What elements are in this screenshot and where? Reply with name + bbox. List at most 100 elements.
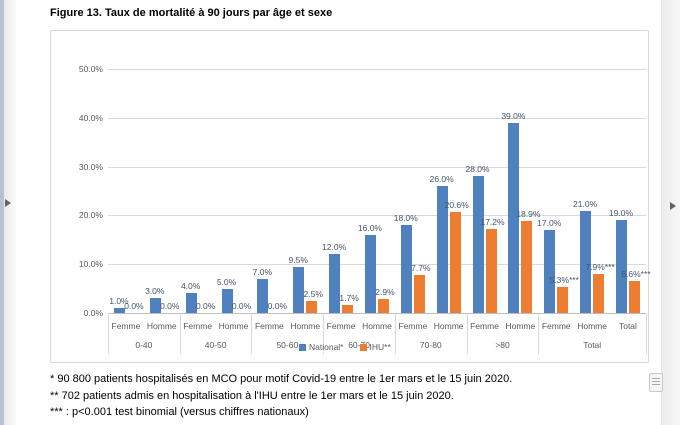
data-label-national: 17.0% bbox=[537, 218, 562, 229]
bar-ihu bbox=[521, 220, 533, 313]
bar-ihu bbox=[449, 212, 461, 313]
data-label-national: 28.0% bbox=[465, 164, 490, 175]
x-axis-sub-label: Femme bbox=[470, 321, 499, 331]
y-axis-tick-label: 40.0% bbox=[78, 112, 103, 123]
y-axis-tick-label: 20.0% bbox=[78, 210, 103, 221]
chart-area: 1.0% 0.0% 3.0% 0.0% 4.0% 0.0% 5.0% 0.0% 7.0% 0.0%… bbox=[50, 30, 651, 363]
data-label-national: 21.0% bbox=[573, 198, 598, 209]
left-edge-strip bbox=[0, 0, 4, 425]
bar-national bbox=[364, 234, 376, 313]
chart-legend: National* IHU** bbox=[299, 342, 391, 352]
x-axis-group-label: 0-40 bbox=[135, 340, 153, 350]
data-label-ihu: 0.0% bbox=[160, 301, 180, 311]
data-label-ihu: 7.7% bbox=[411, 263, 431, 274]
bar-national bbox=[580, 210, 592, 313]
bar-column: 17.0% 5.3%*** bbox=[537, 69, 579, 313]
bar-ihu bbox=[485, 229, 497, 313]
x-axis-group-label: 70-80 bbox=[419, 340, 442, 350]
bar-column: 7.0% 0.0% bbox=[251, 69, 287, 313]
x-axis-sub-label: Femme bbox=[183, 321, 213, 331]
x-axis-group-label: 60-70 bbox=[323, 336, 395, 354]
x-axis-sub-label: Homme bbox=[362, 321, 392, 331]
data-label-national: 4.0% bbox=[180, 281, 201, 292]
legend-item-ihu: IHU** bbox=[359, 342, 391, 352]
figure-title: Figure 13. Taux de mortalité à 90 jours … bbox=[50, 7, 333, 19]
bar-ihu bbox=[377, 298, 389, 313]
right-scroll-panel bbox=[661, 0, 680, 425]
bar-national bbox=[113, 308, 125, 313]
y-axis-tick-label: 50.0% bbox=[78, 64, 103, 74]
bar-column: 18.0% 7.7% bbox=[393, 69, 431, 313]
bar-column: 1.0% 0.0% bbox=[108, 69, 144, 313]
footnote-2: ** 702 patients admis en hospitalisation… bbox=[50, 389, 454, 402]
figure-footnotes: * 90 800 patients hospitalisés en MCO po… bbox=[50, 371, 512, 421]
data-label-national: 3.0% bbox=[145, 286, 165, 297]
data-label-ihu: 17.2% bbox=[480, 217, 505, 228]
x-axis-group-label: >80 bbox=[495, 340, 510, 350]
data-label-ihu: 0.0% bbox=[231, 301, 252, 311]
data-label-ihu: 5.3%*** bbox=[549, 275, 579, 286]
bar-ihu bbox=[342, 304, 354, 313]
axis-divider bbox=[323, 313, 325, 354]
bar-column: 16.0% 2.9% bbox=[358, 69, 395, 313]
gridline bbox=[108, 117, 646, 119]
bar-national bbox=[508, 122, 520, 313]
x-axis-sub-label: Femme bbox=[398, 321, 428, 331]
data-label-national: 19.0% bbox=[608, 208, 634, 219]
data-label-national: 9.5% bbox=[288, 254, 308, 265]
axis-divider bbox=[394, 313, 396, 354]
x-axis-group-label: Total bbox=[583, 340, 602, 350]
data-label-national: 18.0% bbox=[393, 213, 418, 224]
axis-divider bbox=[466, 313, 468, 354]
bar-ihu bbox=[306, 300, 318, 313]
bar-ihu bbox=[413, 275, 425, 313]
data-label-national: 5.0% bbox=[216, 276, 237, 287]
bar-national bbox=[221, 288, 233, 313]
x-axis-line bbox=[108, 313, 646, 314]
footnote-3: *** : p<0.001 test binomial (versus chif… bbox=[50, 406, 309, 418]
bar-ihu bbox=[628, 280, 640, 313]
axis-divider bbox=[108, 313, 109, 354]
right-expand-arrow-icon[interactable] bbox=[670, 202, 676, 210]
x-axis-group-label: 50-60 bbox=[276, 340, 299, 350]
data-label-national: 12.0% bbox=[322, 242, 347, 253]
y-axis-tick-label: 0.0% bbox=[83, 308, 103, 318]
x-axis-group-label: 40-50 bbox=[204, 340, 227, 350]
data-label-ihu: 1.7% bbox=[339, 292, 359, 303]
x-axis-sub-labels: Femme Homme Femme Homme Femme Homme Femme Homme… bbox=[108, 317, 646, 335]
x-axis-sub-label: Homme bbox=[290, 321, 321, 331]
bar-column: 21.0% 7.9%*** bbox=[573, 69, 615, 313]
x-axis-sub-label: Femme bbox=[254, 321, 284, 331]
data-label-national: 1.0% bbox=[109, 296, 129, 307]
left-expand-arrow-icon[interactable] bbox=[5, 199, 11, 207]
bar-national bbox=[436, 186, 448, 313]
bar-national bbox=[329, 254, 341, 313]
footnote-1: * 90 800 patients hospitalisés en MCO po… bbox=[50, 373, 513, 385]
x-axis-sub-label: Total bbox=[618, 321, 637, 331]
axis-divider bbox=[646, 313, 647, 354]
bar-columns: 1.0% 0.0% 3.0% 0.0% 4.0% 0.0% 5.0% 0.0% 7.0% 0.0%… bbox=[108, 69, 651, 313]
bar-national bbox=[257, 278, 269, 313]
bar-column: 26.0% 20.6% bbox=[429, 69, 469, 313]
bar-ihu bbox=[593, 274, 605, 313]
data-label-national: 39.0% bbox=[501, 110, 526, 121]
x-axis-sub-label: Homme bbox=[218, 321, 249, 331]
legend-swatch-national-icon bbox=[299, 343, 306, 351]
data-label-ihu: 0.0% bbox=[267, 301, 288, 311]
x-axis-group-labels: 0-40 40-50 50-60 60-70 70-80 >80 Total bbox=[108, 336, 646, 354]
data-label-ihu: 0.0% bbox=[124, 301, 144, 311]
bar-national bbox=[472, 176, 484, 313]
bar-column: 5.0% 0.0% bbox=[216, 69, 252, 313]
data-label-ihu: 20.6% bbox=[444, 200, 469, 211]
x-axis-sub-label: Femme bbox=[111, 321, 141, 331]
data-label-national: 26.0% bbox=[429, 174, 454, 185]
gridline bbox=[108, 166, 646, 168]
data-label-ihu: 18.9% bbox=[516, 208, 541, 219]
axis-divider bbox=[251, 313, 253, 354]
axis-divider bbox=[179, 313, 181, 354]
gridline bbox=[108, 264, 646, 266]
scrollbar-grip-handle[interactable] bbox=[649, 373, 663, 392]
bar-column: 12.0% 1.7% bbox=[322, 69, 359, 313]
legend-label-national: National* bbox=[309, 342, 344, 352]
x-axis-sub-label: Homme bbox=[433, 321, 464, 331]
